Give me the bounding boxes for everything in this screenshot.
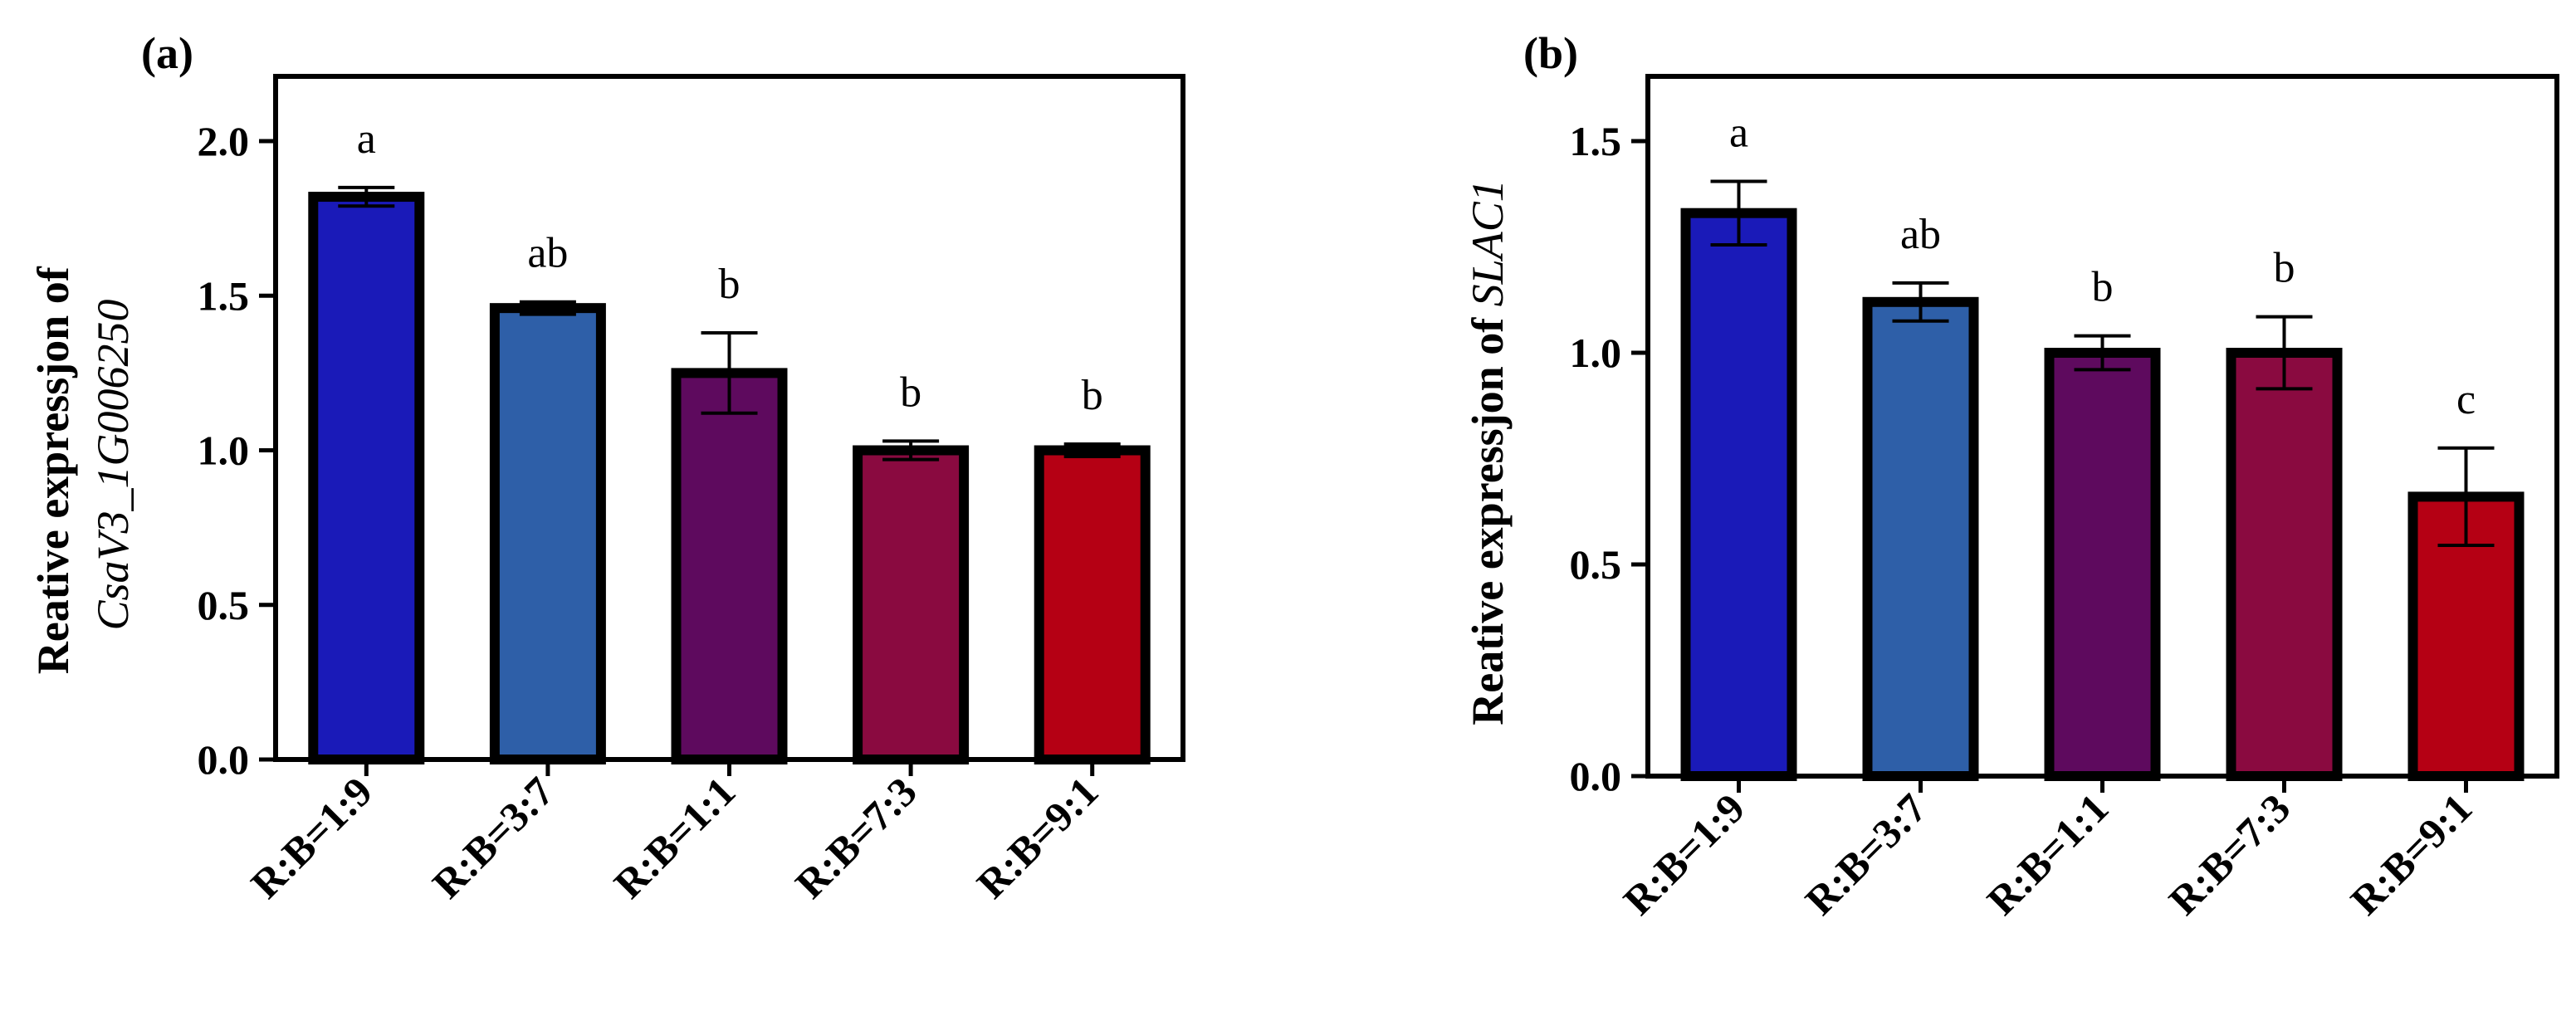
panel-b-bar	[1680, 208, 1797, 781]
panel-b-category-label: R:B=1:9	[1615, 784, 1754, 924]
panel-a-ylabel: Reative expressjon of CsaV3_1G006250	[28, 256, 138, 674]
panel-b-significance-label: ab	[1900, 211, 1941, 258]
panel-a-ylabel-gene: CsaV3_1G006250	[88, 299, 138, 630]
panel-a-bar	[489, 303, 606, 764]
panel-a-bar	[1034, 445, 1151, 764]
panel-b-category-label: R:B=9:1	[2342, 784, 2481, 924]
panel-b-significance-label: c	[2456, 376, 2476, 423]
panel-b-ylabel-prefix: Reative expressjon of	[1463, 306, 1513, 725]
panel-b-plot: 0.0 0.5 1.0 1.5 a R:B=1:9 ab R:B=3:7 b R:B=1:1 b R:…	[1570, 74, 2559, 924]
panel-b-significance-label: a	[1729, 109, 1748, 156]
panel-b-ytick-label: 0.0	[1570, 753, 1622, 799]
panel-b-ytick-label: 1.0	[1570, 330, 1622, 376]
panel-a-ylabel-line1: Reative expressjon of	[28, 266, 78, 674]
panel-a-label: (a)	[141, 28, 193, 78]
panel-a-category-label: R:B=3:7	[423, 768, 563, 907]
panel-b-ytick-label: 1.5	[1570, 118, 1622, 164]
panel-a-plot: 0.0 0.5 1.0 1.5 2.0 a R:B=1:9 ab R:B=3:7 b R:B=1:1…	[198, 74, 1185, 907]
panel-b-bar	[1862, 296, 1979, 781]
panel-a: (a) Reative expressjon of CsaV3_1G006250…	[28, 28, 1185, 907]
panel-b-label: (b)	[1523, 28, 1578, 78]
panel-b-bar	[2226, 348, 2343, 781]
panel-b-significance-label: b	[2274, 245, 2295, 292]
panel-a-significance-label: b	[719, 261, 741, 308]
panel-a-significance-label: b	[1082, 372, 1103, 419]
panel-a-bar	[671, 368, 788, 764]
panel-b-significance-label: b	[2092, 264, 2114, 311]
panel-a-ytick-label: 0.0	[198, 736, 250, 783]
panel-b-bar	[2044, 348, 2161, 781]
panel-a-category-label: R:B=7:3	[786, 768, 926, 907]
panel-b-category-label: R:B=7:3	[2160, 784, 2300, 924]
panel-b: (b) Reative expressjon of SLAC1 0.0 0.5 1.…	[1463, 28, 2559, 924]
panel-a-ytick-label: 0.5	[198, 582, 250, 628]
panel-a-significance-label: a	[357, 115, 376, 163]
panel-a-significance-label: b	[900, 369, 921, 416]
panel-a-bar	[308, 192, 425, 765]
panel-b-ylabel-gene: SLAC1	[1463, 179, 1513, 306]
panel-a-ytick-label: 2.0	[198, 118, 250, 164]
panel-a-bar	[853, 445, 970, 764]
panel-a-ytick-label: 1.0	[198, 427, 250, 474]
panel-b-category-label: R:B=1:1	[1978, 784, 2118, 924]
panel-a-ytick-label: 1.5	[198, 272, 250, 319]
panel-b-ylabel: Reative expressjon of SLAC1	[1463, 179, 1513, 725]
panel-b-category-label: R:B=3:7	[1796, 784, 1936, 924]
panel-a-significance-label: ab	[527, 230, 568, 277]
panel-a-category-label: R:B=1:1	[605, 768, 745, 907]
panel-a-category-label: R:B=1:9	[242, 768, 381, 907]
panel-b-ytick-label: 0.5	[1570, 541, 1622, 588]
panel-a-category-label: R:B=9:1	[968, 768, 1107, 907]
